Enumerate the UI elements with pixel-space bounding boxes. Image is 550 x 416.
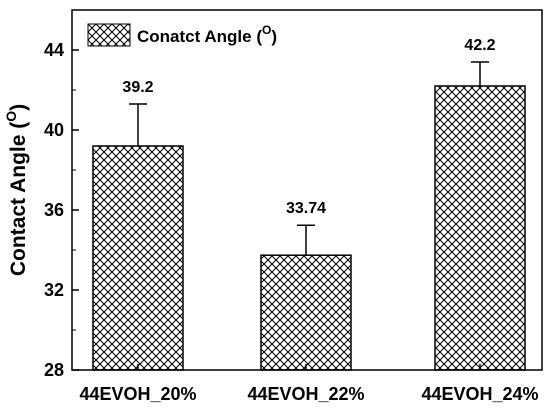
legend-swatch	[87, 23, 131, 47]
error-bars-group	[129, 61, 489, 256]
bar	[434, 85, 526, 371]
x-category-label: 44EVOH_24%	[421, 384, 538, 404]
x-category-label: 44EVOH_20%	[79, 384, 196, 404]
y-tick-label: 44	[44, 40, 64, 60]
x-category-label: 44EVOH_22%	[247, 384, 364, 404]
data-label: 42.2	[464, 37, 495, 54]
bars-group	[92, 85, 526, 371]
legend: Conatct Angle (O)	[87, 23, 277, 47]
legend-label: Conatct Angle (O)	[137, 23, 277, 46]
y-tick-label: 32	[44, 280, 64, 300]
data-label: 39.2	[122, 79, 153, 96]
y-axis-title: Contact Angle (O)	[3, 104, 30, 276]
bar	[260, 254, 352, 371]
y-axis-ticks: 28 32 36 40 44	[44, 40, 79, 380]
data-label: 33.74	[286, 200, 326, 217]
y-axis-superscript: O	[3, 111, 19, 122]
x-axis-labels: 44EVOH_20% 44EVOH_22% 44EVOH_24%	[79, 364, 539, 404]
y-tick-label: 40	[44, 120, 64, 140]
y-tick-label: 28	[44, 360, 64, 380]
y-tick-label: 36	[44, 200, 64, 220]
legend-superscript: O	[262, 23, 271, 37]
data-labels-group: 39.2 33.74 42.2	[122, 37, 495, 217]
bar	[92, 145, 184, 371]
